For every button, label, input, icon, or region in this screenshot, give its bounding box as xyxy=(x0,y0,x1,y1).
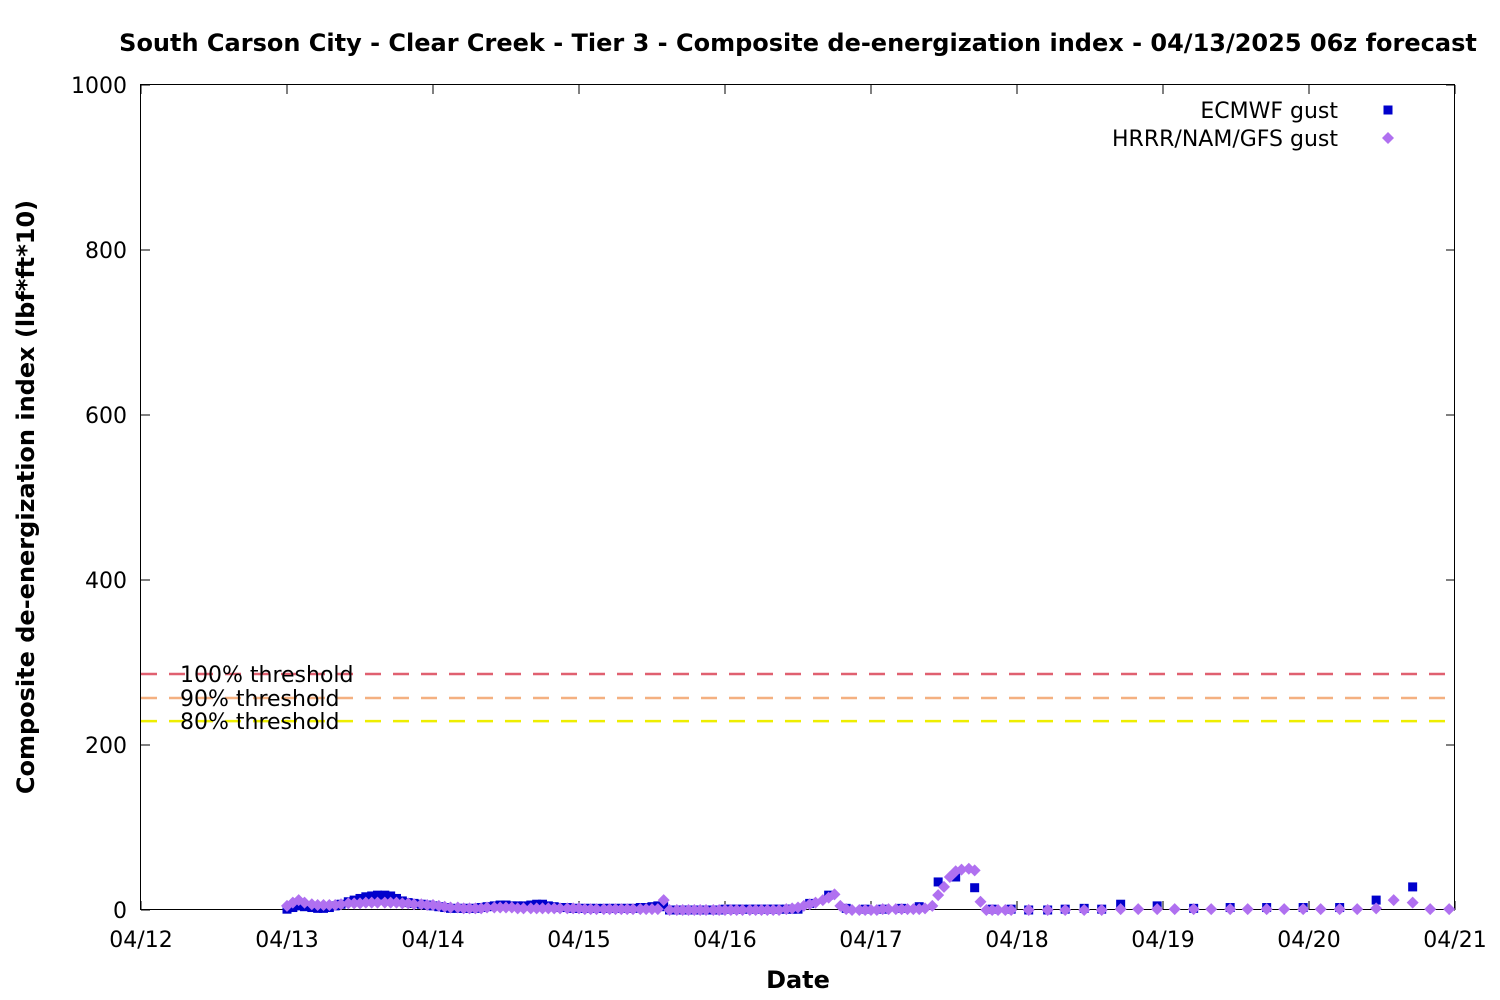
data-point xyxy=(663,904,676,916)
x-tick-label: 04/17 xyxy=(839,928,902,953)
data-point xyxy=(992,904,1005,916)
data-point xyxy=(1351,903,1364,916)
chart-title: South Carson City - Clear Creek - Tier 3… xyxy=(119,29,1477,57)
x-tick-label: 04/18 xyxy=(985,928,1048,953)
x-tick-label: 04/15 xyxy=(547,928,610,953)
data-point xyxy=(1114,903,1127,916)
data-point xyxy=(933,877,943,887)
data-point xyxy=(1408,882,1418,892)
data-point xyxy=(974,895,987,908)
data-point xyxy=(659,902,669,912)
y-tick-label: 800 xyxy=(85,239,127,264)
legend: ECMWF gust HRRR/NAM/GFS gust xyxy=(1112,99,1394,152)
data-point xyxy=(828,888,841,901)
x-axis-ticks: 04/12 04/13 04/14 04/15 04/16 04/17 04/18 04/19… xyxy=(109,85,1487,953)
y-tick-label: 400 xyxy=(85,569,127,594)
data-point xyxy=(773,904,786,916)
data-point xyxy=(1241,903,1254,916)
series-hrrr-nam-gfs-gust xyxy=(281,862,1456,916)
x-tick-label: 04/13 xyxy=(255,928,318,953)
data-point xyxy=(627,903,640,916)
data-point xyxy=(1406,896,1419,909)
data-point xyxy=(657,894,670,907)
data-point xyxy=(1078,904,1091,916)
data-point xyxy=(736,904,749,916)
data-point xyxy=(505,901,518,914)
data-point xyxy=(444,901,457,914)
series-layer xyxy=(281,862,1456,916)
x-tick-label: 04/20 xyxy=(1277,928,1340,953)
data-point xyxy=(1370,902,1383,915)
data-point xyxy=(1041,904,1054,916)
data-point xyxy=(1022,904,1035,916)
legend-label: ECMWF gust xyxy=(1200,99,1338,124)
data-point xyxy=(371,896,384,909)
y-tick-label: 1000 xyxy=(71,74,127,99)
threshold-label: 90% threshold xyxy=(180,687,340,712)
y-tick-label: 200 xyxy=(85,734,127,759)
data-point xyxy=(481,901,494,914)
x-tick-label: 04/12 xyxy=(109,928,172,953)
plot-frame xyxy=(140,84,1455,910)
y-axis-label: Composite de-energization index (lbf*ft*… xyxy=(12,200,40,794)
threshold-lines xyxy=(141,672,1455,723)
data-point xyxy=(1151,903,1164,916)
data-point xyxy=(335,898,348,911)
data-point xyxy=(1260,903,1273,916)
data-point xyxy=(1224,903,1237,916)
data-point xyxy=(590,903,603,916)
data-point xyxy=(1424,903,1437,916)
data-point xyxy=(1187,903,1200,916)
data-point xyxy=(1297,903,1310,916)
data-point xyxy=(386,891,396,901)
data-point xyxy=(938,880,950,893)
x-tick-label: 04/16 xyxy=(693,928,756,953)
data-point xyxy=(932,889,945,902)
y-axis-ticks: 0 200 400 600 800 1000 xyxy=(71,74,1455,924)
data-point xyxy=(1095,904,1108,916)
x-tick-label: 04/21 xyxy=(1423,928,1486,953)
data-point xyxy=(882,903,895,916)
data-point xyxy=(846,904,859,916)
y-tick-label: 0 xyxy=(113,899,127,924)
data-point xyxy=(1333,903,1346,916)
x-axis-label: Date xyxy=(766,966,830,994)
data-point xyxy=(926,899,939,912)
y-tick-label: 600 xyxy=(85,404,127,429)
data-point xyxy=(1387,894,1400,907)
legend-marker xyxy=(1382,132,1394,144)
data-point xyxy=(1005,904,1018,916)
data-point xyxy=(1278,903,1291,916)
threshold-label: 80% threshold xyxy=(180,710,340,735)
data-point xyxy=(408,898,421,911)
data-point xyxy=(1371,895,1381,905)
data-point xyxy=(367,891,377,901)
data-point xyxy=(1443,903,1456,916)
data-point xyxy=(651,903,664,916)
data-point xyxy=(1205,903,1218,916)
data-point xyxy=(1059,904,1072,916)
data-point xyxy=(970,883,980,893)
data-point xyxy=(380,890,390,900)
data-point xyxy=(955,863,968,876)
data-point xyxy=(1168,903,1181,916)
data-point xyxy=(517,902,530,915)
data-point xyxy=(373,890,383,900)
legend-label: HRRR/NAM/GFS gust xyxy=(1112,127,1338,152)
x-tick-label: 04/14 xyxy=(401,928,464,953)
threshold-label: 100% threshold xyxy=(180,663,354,688)
data-point xyxy=(968,864,981,877)
x-tick-label: 04/19 xyxy=(1131,928,1194,953)
data-point xyxy=(1314,903,1327,916)
data-point xyxy=(554,902,567,915)
data-point xyxy=(1132,903,1145,916)
data-point xyxy=(700,904,713,916)
legend-marker xyxy=(1383,105,1393,115)
